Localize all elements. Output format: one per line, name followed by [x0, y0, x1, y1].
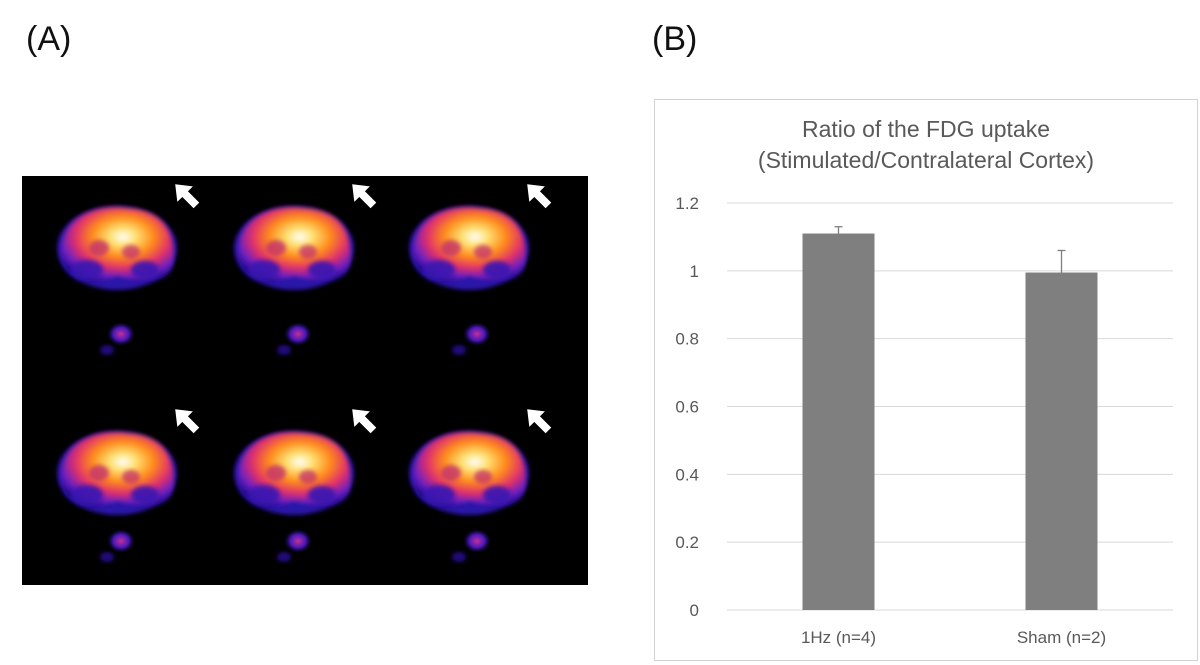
pet-scan-grid: [22, 176, 588, 585]
pet-slice: [57, 409, 200, 562]
pet-slice: [409, 184, 552, 355]
pet-slice: [57, 184, 200, 355]
arrow-icon: [352, 184, 377, 209]
pet-slice: [234, 409, 377, 562]
chart-title: Ratio of the FDG uptake (Stimulated/Cont…: [655, 114, 1197, 176]
pet-slice: [234, 184, 377, 355]
panel-label-b: (B): [652, 20, 698, 58]
bar-chart: 0 0.2 0.4 0.6 0.8 1 1.2 1Hz (n=4) Sham (n=2): [675, 194, 1173, 647]
arrow-icon: [175, 409, 200, 434]
y-tick-label: 1: [690, 262, 699, 281]
arrow-icon: [527, 184, 552, 209]
panel-label-a: (A): [26, 20, 72, 58]
arrow-icon: [175, 184, 200, 209]
x-category-label: 1Hz (n=4): [801, 628, 876, 647]
x-category-label: Sham (n=2): [1017, 628, 1106, 647]
y-tick-label: 0: [690, 601, 699, 620]
bar: [1025, 272, 1098, 610]
y-tick-label: 0.6: [675, 398, 699, 417]
y-tick-label: 0.4: [675, 465, 699, 484]
y-tick-label: 1.2: [675, 194, 699, 213]
pet-scan-image: [57, 184, 552, 562]
chart-title-line-2: (Stimulated/Contralateral Cortex): [757, 147, 1095, 173]
arrow-icon: [352, 409, 377, 434]
y-tick-label: 0.8: [675, 330, 699, 349]
y-tick-label: 0.2: [675, 533, 699, 552]
pet-slice: [409, 409, 552, 562]
chart-panel: Ratio of the FDG uptake (Stimulated/Cont…: [654, 99, 1198, 661]
arrow-icon: [527, 409, 552, 434]
bar: [802, 233, 875, 610]
chart-title-line-1: Ratio of the FDG uptake: [801, 116, 1050, 142]
